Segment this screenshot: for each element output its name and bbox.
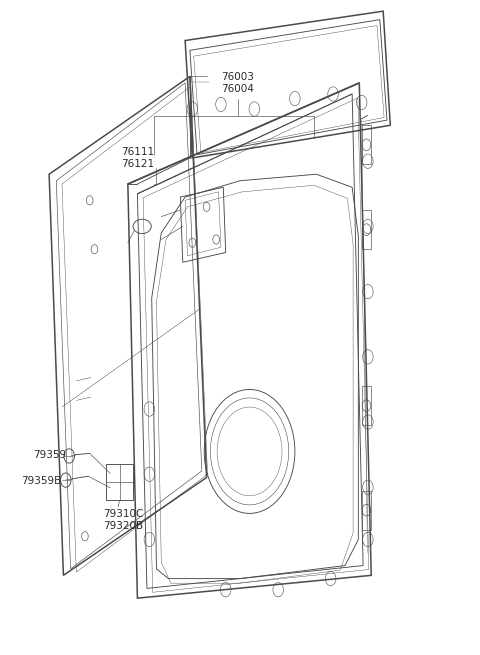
Text: 79310C
79320B: 79310C 79320B bbox=[103, 509, 143, 531]
Text: 76111
76121: 76111 76121 bbox=[121, 147, 154, 169]
Text: 76003
76004: 76003 76004 bbox=[221, 72, 254, 94]
Text: 79359: 79359 bbox=[33, 450, 66, 460]
Text: 79359B: 79359B bbox=[21, 476, 61, 486]
